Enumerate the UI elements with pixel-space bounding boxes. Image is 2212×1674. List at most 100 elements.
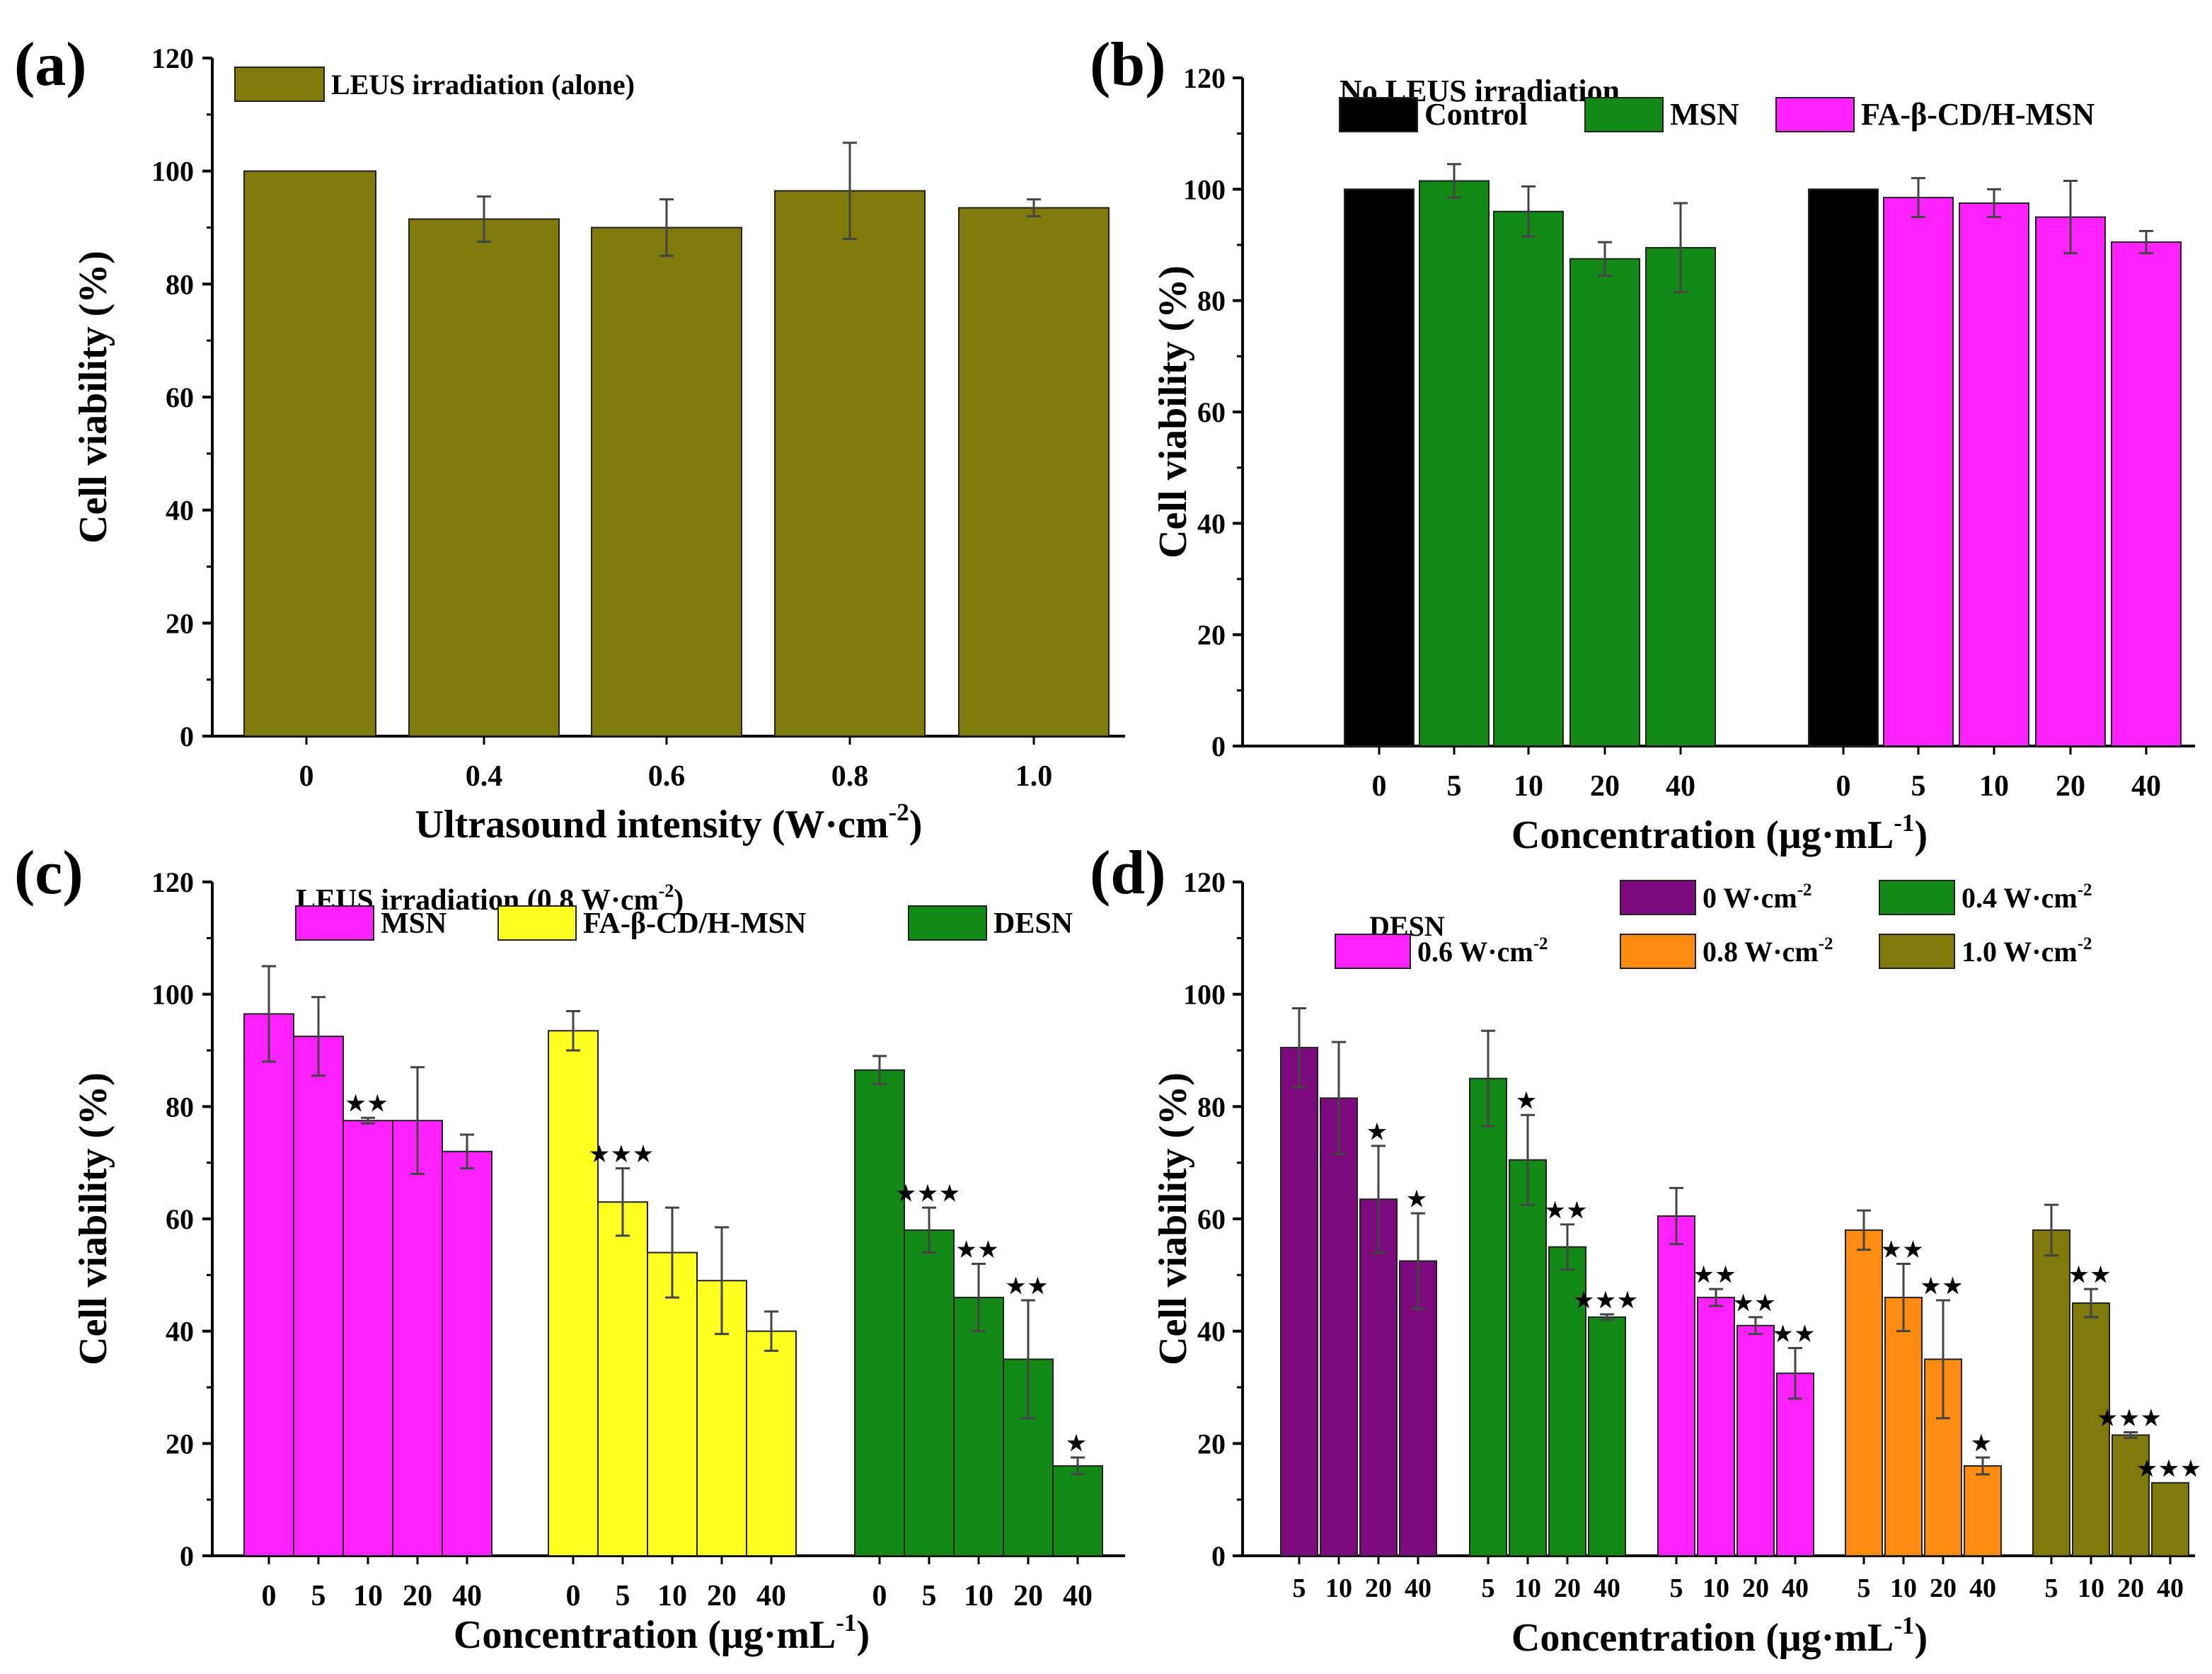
x-tick-label: 0 [1372, 770, 1387, 803]
x-tick-label: 40 [2131, 770, 2161, 803]
bar [442, 1150, 492, 1557]
x-tick-label: 40 [1782, 1573, 1809, 1603]
x-tick-label: 0.6 [648, 760, 686, 793]
x-tick-label: 5 [1482, 1573, 1495, 1603]
bar [2032, 1229, 2070, 1557]
significance-stars: ★ [1517, 1089, 1539, 1113]
y-axis-label: Cell viability (%) [1151, 1072, 1195, 1365]
significance-stars: ★★ [957, 1238, 1001, 1261]
x-tick-label: 20 [1013, 1580, 1043, 1612]
panel-1: (a) 0 20 40 60 80 100 120 Cell viability (%) Ultr… [14, 30, 1125, 847]
x-axis-label: Concentration (μg·mL-1) [1511, 1612, 1928, 1660]
x-tick-label: 10 [1703, 1573, 1729, 1603]
significance-stars: ★★ [1694, 1263, 1738, 1287]
x-tick-label: 5 [311, 1580, 326, 1612]
panel-letter: (c) [14, 839, 83, 907]
x-axis-label: Concentration (μg·mL-1) [454, 1609, 870, 1657]
significance-stars: ★★ [1734, 1292, 1778, 1315]
x-tick-label: 20 [707, 1580, 737, 1612]
bar [904, 1229, 955, 1557]
legend-swatch [1620, 880, 1696, 915]
bar [293, 1036, 344, 1557]
bar [1697, 1297, 1735, 1557]
y-tick-label: 20 [1197, 1428, 1226, 1460]
y-tick-label: 60 [166, 1203, 194, 1235]
legend-label: DESN [993, 907, 1073, 940]
bar [1320, 1097, 1358, 1557]
legend-label: Control [1424, 97, 1528, 132]
y-tick-label: 80 [166, 268, 194, 300]
bar [548, 1030, 599, 1557]
significance-stars: ★ [1972, 1432, 1994, 1455]
x-tick-label: 10 [1514, 1573, 1541, 1603]
x-tick-label: 20 [1365, 1573, 1392, 1603]
y-tick-label: 100 [1183, 979, 1226, 1011]
legend-label: FA-β-CD/H-MSN [583, 907, 806, 940]
bar [958, 207, 1110, 737]
x-tick-label: 10 [2078, 1573, 2104, 1603]
y-tick-label: 80 [1197, 285, 1226, 317]
x-tick-label: 20 [2117, 1573, 2144, 1603]
significance-stars: ★★★ [897, 1182, 962, 1205]
x-tick-label: 10 [1979, 770, 2009, 803]
bar [1419, 180, 1490, 747]
bar [408, 218, 560, 737]
x-tick-label: 10 [353, 1580, 383, 1612]
legend-label: 0.4 W·cm-2 [1962, 881, 2092, 914]
legend-label: 0 W·cm-2 [1703, 881, 1812, 914]
y-tick-label: 120 [151, 866, 194, 898]
bar [1808, 188, 1879, 747]
legend-swatch [497, 905, 577, 941]
bar [1645, 246, 1716, 747]
bar [392, 1120, 443, 1557]
x-axis-label: Concentration (μg·mL-1) [1511, 809, 1928, 857]
legend-label: 0.8 W·cm-2 [1703, 934, 1833, 968]
legend-swatch [1775, 97, 1855, 132]
bar [1959, 202, 2029, 747]
x-tick-label: 5 [616, 1580, 630, 1612]
bar [2112, 1434, 2150, 1557]
panel-letter: (b) [1090, 30, 1166, 99]
significance-stars: ★★ [1545, 1199, 1589, 1222]
legend-swatch [1584, 97, 1664, 132]
y-tick-label: 40 [166, 1316, 194, 1348]
x-tick-label: 5 [922, 1580, 937, 1612]
x-tick-label: 40 [756, 1580, 786, 1612]
significance-stars: ★★ [346, 1092, 390, 1116]
x-tick-label: 40 [1666, 770, 1695, 803]
bar [1884, 1297, 1923, 1557]
x-tick-label: 20 [1590, 770, 1620, 803]
bar [1657, 1215, 1695, 1557]
y-tick-label: 60 [166, 382, 194, 413]
x-tick-label: 20 [1930, 1573, 1957, 1603]
bar [1776, 1372, 1814, 1557]
significance-stars: ★★ [1773, 1322, 1817, 1346]
y-tick-label: 40 [1197, 508, 1226, 539]
x-tick-label: 0.8 [831, 760, 869, 793]
bar [1052, 1465, 1103, 1557]
significance-stars: ★★ [1882, 1238, 1925, 1261]
bar [1845, 1229, 1883, 1557]
legend-swatch [295, 905, 374, 941]
legend-swatch [1620, 934, 1696, 969]
significance-stars: ★★★ [2138, 1457, 2204, 1481]
y-tick-label: 20 [1197, 619, 1226, 651]
y-axis-label: Cell viability (%) [71, 251, 115, 544]
y-axis-label: Cell viability (%) [1151, 265, 1195, 558]
x-tick-label: 10 [964, 1580, 993, 1612]
y-tick-label: 0 [1211, 730, 1226, 762]
legend-label: 1.0 W·cm-2 [1962, 934, 2092, 968]
x-tick-label: 5 [1293, 1573, 1306, 1603]
x-tick-label: 5 [1857, 1573, 1871, 1603]
bar [1569, 258, 1640, 747]
significance-stars: ★ [1368, 1120, 1390, 1144]
y-tick-label: 80 [166, 1091, 194, 1123]
y-tick-label: 80 [1197, 1091, 1226, 1123]
bar [774, 190, 926, 737]
significance-stars: ★★★ [590, 1143, 656, 1166]
x-tick-label: 20 [403, 1580, 432, 1612]
legend-label: MSN [381, 907, 447, 940]
significance-stars: ★ [1067, 1432, 1089, 1455]
y-tick-label: 100 [151, 156, 194, 188]
